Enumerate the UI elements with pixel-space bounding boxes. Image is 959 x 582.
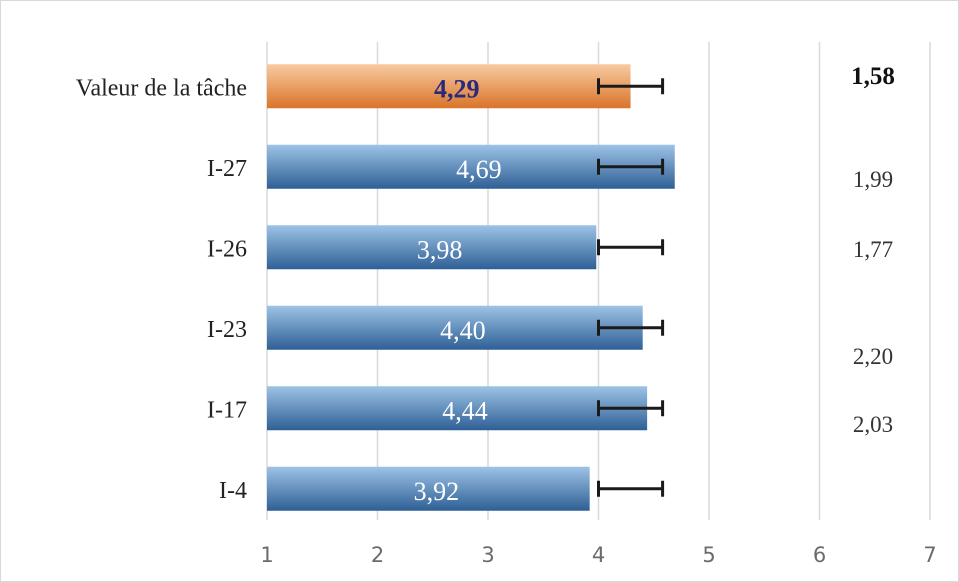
category-label: I-17 — [207, 397, 247, 423]
x-tick-label: 7 — [923, 543, 936, 567]
x-tick-label: 3 — [481, 543, 494, 567]
bar-value-label: 4,69 — [456, 155, 502, 184]
category-label: I-27 — [207, 156, 247, 182]
x-tick-label: 6 — [813, 543, 826, 567]
bar — [267, 305, 643, 350]
bar — [267, 225, 597, 270]
bar — [267, 64, 631, 109]
bar-value-label: 4,40 — [440, 316, 486, 345]
bar-value-label: 3,92 — [414, 477, 460, 506]
secondary-value-label: 1,77 — [853, 237, 893, 262]
x-tick-label: 1 — [260, 543, 273, 567]
x-tick-label: 2 — [371, 543, 384, 567]
bar — [267, 466, 590, 511]
x-tick-label: 5 — [702, 543, 715, 567]
category-label: I-23 — [207, 317, 247, 343]
category-label: I-4 — [219, 478, 247, 504]
x-tick-label: 4 — [592, 543, 605, 567]
category-label: Valeur de la tâche — [76, 75, 247, 101]
category-label: I-26 — [207, 236, 247, 262]
secondary-value-label: 1,99 — [853, 167, 893, 192]
secondary-value-label: 2,03 — [853, 412, 893, 437]
bar-value-label: 3,98 — [417, 235, 463, 264]
secondary-value-label: 2,20 — [853, 344, 893, 369]
bar-value-label: 4,29 — [434, 74, 480, 103]
bar — [267, 386, 648, 431]
bar-value-label: 4,44 — [442, 396, 488, 425]
secondary-value-label: 1,58 — [851, 63, 895, 90]
